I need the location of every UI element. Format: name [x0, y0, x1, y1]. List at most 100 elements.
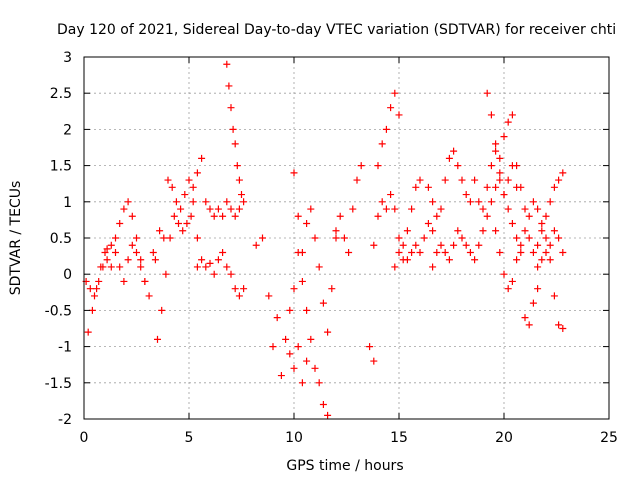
data-point — [496, 154, 504, 162]
data-point — [107, 241, 115, 249]
data-point — [193, 234, 201, 242]
data-point — [336, 212, 344, 220]
data-point — [462, 191, 470, 199]
data-point — [479, 227, 487, 235]
y-tick-label: -1.5 — [45, 376, 72, 392]
data-point — [521, 227, 529, 235]
data-point — [210, 212, 218, 220]
data-point — [286, 306, 294, 314]
data-point — [219, 248, 227, 256]
series-track-4 — [149, 212, 195, 343]
data-point — [529, 299, 537, 307]
data-point — [462, 241, 470, 249]
data-point — [475, 241, 483, 249]
data-point — [441, 248, 449, 256]
series-track-15 — [391, 220, 437, 271]
data-point — [492, 140, 500, 148]
data-point — [290, 285, 298, 293]
data-point — [395, 111, 403, 119]
data-point — [538, 256, 546, 264]
data-point — [240, 285, 248, 293]
data-point — [282, 335, 290, 343]
data-point — [315, 379, 323, 387]
data-point — [269, 343, 277, 351]
data-point — [487, 162, 495, 170]
data-point — [141, 277, 149, 285]
series-track-5 — [151, 176, 201, 264]
data-point — [546, 241, 554, 249]
data-point — [357, 162, 365, 170]
y-axis-label: SDTVAR / TECUs — [8, 181, 24, 296]
data-point — [458, 176, 466, 184]
data-point — [521, 205, 529, 213]
y-tick-label: 3 — [63, 50, 72, 66]
data-point — [534, 263, 542, 271]
data-point — [235, 205, 243, 213]
x-tick-label: 5 — [185, 430, 194, 446]
chart-title: Day 120 of 2021, Sidereal Day-to-day VTE… — [57, 22, 616, 38]
data-point — [124, 198, 132, 206]
data-point — [231, 285, 239, 293]
data-point — [349, 205, 357, 213]
data-point — [315, 263, 323, 271]
data-point — [91, 292, 98, 300]
data-point — [471, 176, 479, 184]
data-point — [441, 176, 449, 184]
data-point — [235, 176, 243, 184]
series-track-17 — [429, 227, 479, 271]
data-point — [95, 277, 103, 285]
data-point — [185, 176, 193, 184]
data-point — [382, 125, 390, 133]
data-point — [149, 248, 157, 256]
data-point — [382, 205, 390, 213]
data-point — [116, 220, 124, 228]
data-point — [500, 133, 508, 141]
data-point — [387, 191, 395, 199]
data-point — [559, 325, 567, 332]
data-point — [168, 183, 176, 191]
data-point — [99, 263, 107, 271]
data-point — [412, 241, 420, 249]
data-point — [542, 212, 550, 220]
data-point — [496, 176, 504, 184]
data-point — [311, 234, 319, 242]
data-point — [517, 241, 525, 249]
data-point — [429, 263, 437, 271]
data-point — [240, 198, 248, 206]
data-point — [546, 256, 554, 264]
data-point — [88, 306, 96, 314]
data-point — [223, 60, 231, 68]
data-point — [179, 227, 187, 235]
series-track-6 — [189, 154, 243, 220]
data-point — [223, 263, 231, 271]
data-point — [145, 292, 153, 300]
data-point — [500, 191, 508, 199]
data-point — [202, 263, 210, 271]
data-point — [445, 256, 453, 264]
data-point — [395, 248, 403, 256]
y-tick-label: 2.5 — [50, 86, 72, 102]
series-track-2 — [82, 198, 149, 300]
data-point — [294, 248, 302, 256]
data-point — [137, 263, 145, 271]
data-point — [521, 314, 529, 322]
series-track-9 — [252, 234, 311, 387]
data-point — [156, 227, 164, 235]
data-point — [170, 212, 178, 220]
data-point — [529, 198, 537, 206]
data-point — [332, 234, 340, 242]
data-point — [525, 321, 533, 329]
data-point — [458, 234, 466, 242]
y-axis-ticks: -2 -1.5 -1 -0.5 0 0.5 1 1.5 2 2.5 3 — [45, 50, 609, 428]
data-point — [303, 306, 311, 314]
data-point — [391, 205, 399, 213]
data-point — [286, 350, 294, 358]
data-point — [128, 212, 136, 220]
data-point — [298, 277, 306, 285]
data-point — [513, 256, 521, 264]
data-point — [112, 248, 119, 256]
data-point — [395, 234, 403, 242]
series-track-23 — [521, 198, 567, 332]
data-point — [559, 248, 567, 256]
series-track-10 — [290, 169, 340, 336]
